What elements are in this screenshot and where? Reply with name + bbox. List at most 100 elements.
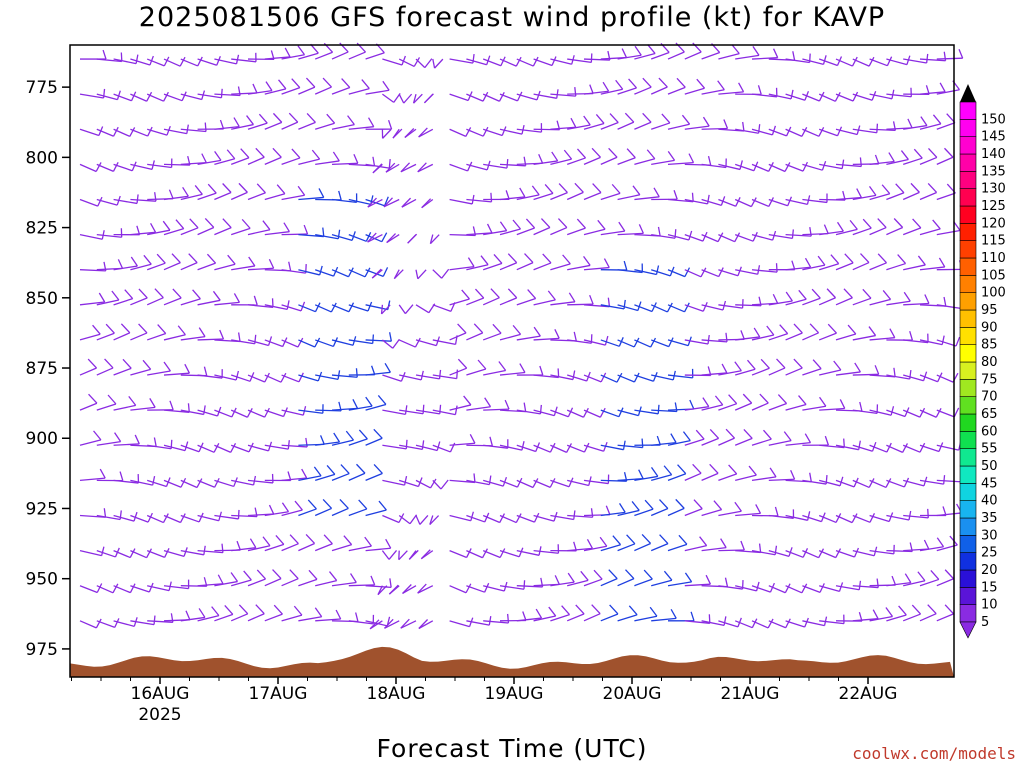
wind-barb (852, 609, 879, 622)
barb-staff (869, 615, 893, 622)
barb-flag (872, 609, 879, 619)
barb-staff (298, 339, 316, 348)
barb-flag (515, 513, 522, 523)
barb-flag (647, 44, 656, 54)
barb-flag (153, 615, 156, 625)
barb-staff (466, 406, 491, 411)
wind-barb (785, 289, 807, 306)
barb-flag (519, 363, 526, 373)
barb-staff (197, 549, 223, 554)
wind-barb (936, 407, 960, 418)
barb-flag (573, 510, 576, 520)
barb-flag (249, 538, 257, 549)
barb-staff (180, 58, 198, 67)
barb-staff (936, 229, 961, 236)
wind-barb (701, 616, 727, 627)
wind-barb (516, 326, 541, 341)
barb-flag (890, 406, 895, 416)
wind-barb (550, 572, 575, 587)
barb-staff (247, 444, 269, 452)
wind-barb (482, 56, 506, 67)
wind-barb (415, 269, 427, 280)
wind-barb (768, 291, 793, 306)
barb-staff (113, 585, 131, 594)
barb-flag (345, 430, 355, 441)
barb-staff (852, 297, 872, 306)
barb-staff (701, 89, 725, 95)
barb-staff (701, 339, 728, 343)
barb-flag (499, 548, 506, 558)
barb-staff (684, 620, 710, 624)
barb-staff (197, 444, 215, 453)
y-tick-label: 875 (26, 359, 58, 379)
wind-barb (231, 115, 254, 130)
barb-flag (775, 263, 778, 273)
barb-staff (483, 163, 508, 169)
wind-barb (583, 297, 611, 308)
barb-staff (483, 444, 508, 449)
barb-staff (230, 374, 251, 382)
barb-staff (231, 123, 254, 130)
barb-staff (399, 374, 422, 381)
barb-flag (226, 149, 236, 160)
barb-staff (583, 58, 610, 61)
wind-barb (919, 335, 945, 346)
wind-barb (533, 183, 554, 201)
wind-barb (348, 156, 376, 167)
barb-flag (532, 478, 539, 488)
barb-staff (130, 163, 153, 171)
wind-barb (399, 404, 425, 415)
barb-staff (734, 233, 754, 242)
barb-flag (798, 395, 807, 405)
wind-barb (701, 577, 729, 588)
barb-flag (658, 77, 668, 88)
barb-staff (264, 409, 284, 418)
barb-flag (707, 155, 712, 166)
barb-flag (868, 185, 877, 196)
barb-flag (278, 79, 287, 90)
barb-flag (841, 159, 845, 169)
barb-staff (382, 514, 400, 524)
wind-barb (404, 128, 417, 139)
colorbar-segment (959, 361, 977, 380)
barb-staff (264, 543, 285, 552)
wind-barb (415, 441, 441, 452)
wind-barb (482, 288, 500, 306)
barb-flag (189, 218, 199, 229)
wind-barb (163, 325, 186, 341)
barb-staff (684, 545, 707, 552)
barb-flag (801, 583, 808, 594)
barb-staff (751, 476, 777, 482)
wind-barb (835, 513, 858, 524)
barb-flag (179, 513, 186, 523)
wind-barb (634, 44, 656, 60)
wind-barb (734, 197, 757, 208)
credit-link[interactable]: coolwx.com/models (852, 744, 1016, 763)
barb-flag (204, 122, 207, 132)
wind-barb (130, 398, 156, 411)
wind-barb (365, 300, 391, 311)
barb-flag (332, 337, 339, 347)
barb-flag (738, 82, 745, 93)
barb-flag (389, 578, 392, 588)
barb-flag (567, 572, 575, 583)
barb-staff (718, 510, 742, 517)
barb-flag (755, 504, 762, 514)
wind-barb (348, 301, 373, 312)
barb-flag (499, 221, 508, 232)
barb-staff (214, 479, 234, 488)
wind-barb (869, 575, 897, 587)
wind-barb (230, 407, 253, 418)
wind-barb (802, 126, 825, 137)
terrain-area (70, 646, 954, 677)
barb-flag (214, 477, 220, 488)
wind-barb (96, 290, 120, 306)
barb-staff (365, 234, 383, 243)
barb-staff (214, 158, 235, 166)
barb-staff (298, 158, 320, 166)
barb-staff (567, 579, 589, 587)
barb-staff (516, 227, 535, 236)
barb-staff (600, 613, 619, 622)
barb-flag (609, 113, 619, 123)
